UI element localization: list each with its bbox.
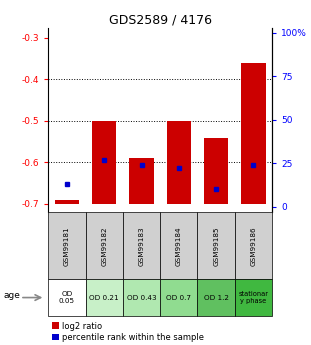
Text: GSM99181: GSM99181 — [64, 226, 70, 266]
Text: OD 0.21: OD 0.21 — [89, 295, 119, 300]
Bar — [160, 279, 197, 316]
Bar — [197, 279, 235, 316]
Text: OD 0.7: OD 0.7 — [166, 295, 191, 300]
Text: OD 1.2: OD 1.2 — [204, 295, 229, 300]
Bar — [129, 158, 154, 204]
Bar — [167, 121, 191, 204]
Bar — [241, 63, 266, 204]
Bar — [86, 279, 123, 316]
Title: GDS2589 / 4176: GDS2589 / 4176 — [109, 13, 212, 27]
Text: age: age — [3, 291, 20, 300]
Text: stationar
y phase: stationar y phase — [239, 291, 268, 304]
Text: GSM99185: GSM99185 — [213, 226, 219, 266]
Bar — [160, 212, 197, 279]
Text: GSM99183: GSM99183 — [138, 226, 145, 266]
Bar — [235, 279, 272, 316]
Bar — [123, 212, 160, 279]
Bar — [197, 212, 235, 279]
Text: GSM99184: GSM99184 — [176, 226, 182, 266]
Bar — [86, 212, 123, 279]
Bar — [123, 279, 160, 316]
Text: OD
0.05: OD 0.05 — [59, 291, 75, 304]
Bar — [55, 200, 79, 204]
Text: GSM99186: GSM99186 — [250, 226, 257, 266]
Bar — [48, 279, 86, 316]
Bar — [204, 138, 228, 204]
Bar — [235, 212, 272, 279]
Bar — [48, 212, 86, 279]
Legend: log2 ratio, percentile rank within the sample: log2 ratio, percentile rank within the s… — [52, 322, 204, 342]
Bar — [92, 121, 116, 204]
Text: GSM99182: GSM99182 — [101, 226, 107, 266]
Text: OD 0.43: OD 0.43 — [127, 295, 156, 300]
